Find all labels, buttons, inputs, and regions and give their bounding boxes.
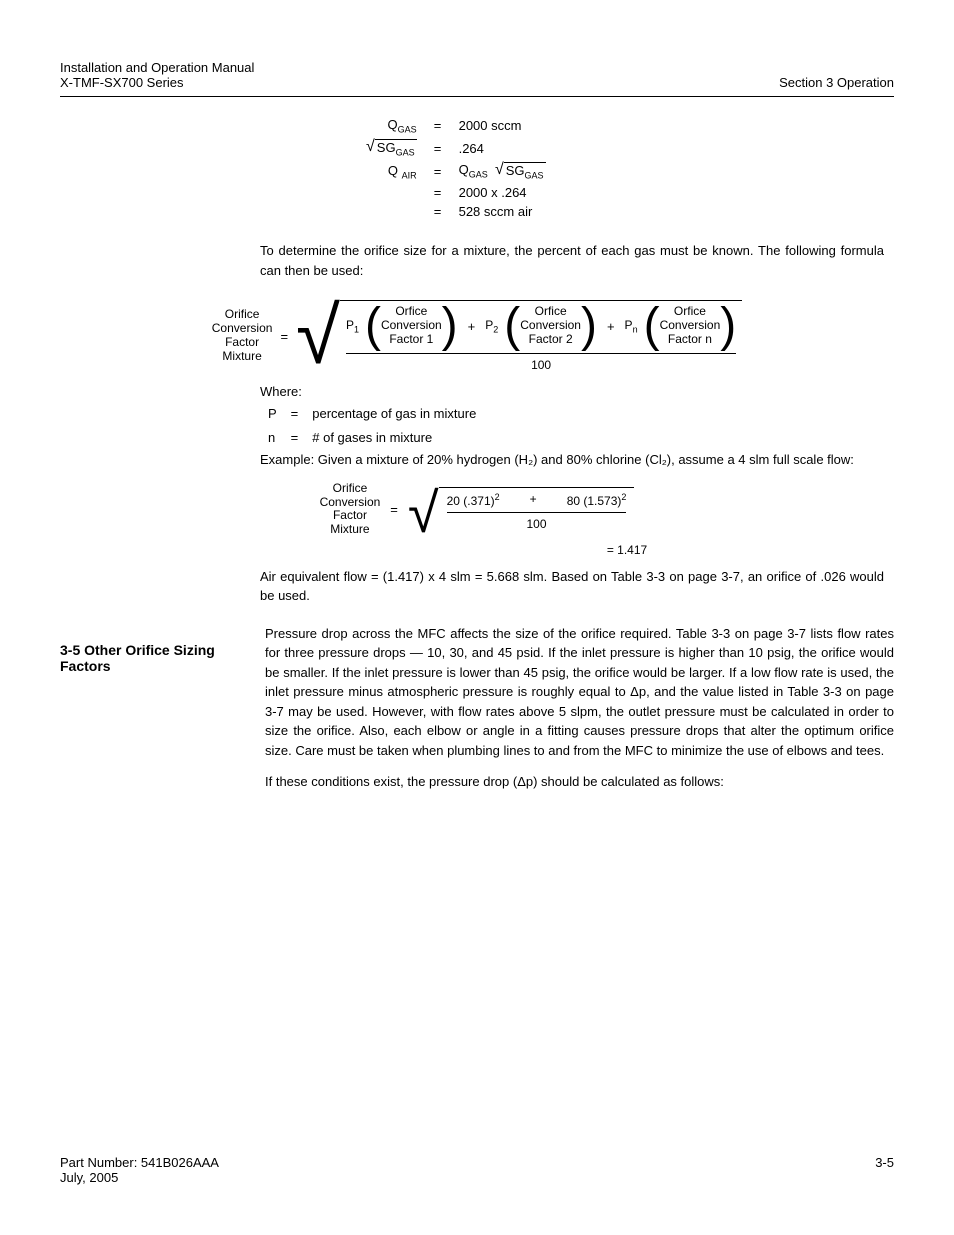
numeric-result: = 1.417	[360, 543, 894, 557]
header-right: Section 3 Operation	[779, 75, 894, 90]
para-air-equivalent: Air equivalent flow = (1.417) x 4 slm = …	[260, 567, 884, 606]
where-sym-1: n	[262, 427, 283, 449]
header-left: Installation and Operation Manual X-TMF-…	[60, 60, 254, 90]
equals-sign: =	[280, 329, 288, 344]
section2-p1: Pressure drop across the MFC affects the…	[265, 624, 894, 761]
formula-numeric-example: Orifice Conversion Factor Mixture = √ 20…	[60, 482, 894, 537]
eq1-r0: 2000 sccm	[453, 115, 552, 137]
formula-orifice-mixture: Orifice Conversion Factor Mixture = √ P1…	[60, 300, 894, 371]
page-header: Installation and Operation Manual X-TMF-…	[60, 60, 894, 96]
example-lead: Example: Given a mixture of 20% hydrogen…	[260, 450, 884, 470]
eq1-r1: .264	[453, 137, 552, 160]
section2-p2: If these conditions exist, the pressure …	[265, 772, 894, 792]
formula-denominator: 100	[531, 354, 551, 372]
eq1-r4: 528 sccm air	[453, 202, 552, 221]
radical-surd-icon: √	[296, 308, 340, 379]
where-def-0: percentage of gas in mixture	[306, 403, 482, 425]
radical-surd-icon: √	[408, 493, 439, 537]
para-mixture-intro: To determine the orifice size for a mixt…	[260, 241, 884, 280]
header-left-sub: X-TMF-SX700 Series	[60, 75, 254, 90]
page-footer: Part Number: 541B026AAA July, 2005 3-5	[60, 1155, 894, 1185]
footer-date: July, 2005	[60, 1170, 219, 1185]
where-block: Where: P = percentage of gas in mixture …	[260, 382, 894, 451]
header-left-main: Installation and Operation Manual	[60, 60, 254, 75]
section-3-5: 3-5 Other Orifice Sizing Factors Pressur…	[60, 624, 894, 804]
footer-page-number: 3-5	[875, 1155, 894, 1185]
eq1-r3: 2000 x .264	[453, 183, 552, 202]
formula-radical: √ P1 ( Orfice Conversion Factor 1 ) +	[296, 300, 742, 371]
where-def-1: # of gases in mixture	[306, 427, 482, 449]
formula-lhs-stack: Orifice Conversion Factor Mixture	[212, 308, 273, 363]
where-sym-0: P	[262, 403, 283, 425]
section-title-3-5: 3-5 Other Orifice Sizing Factors	[60, 642, 245, 674]
header-rule	[60, 96, 894, 97]
page-root: Installation and Operation Manual X-TMF-…	[0, 0, 954, 1235]
footer-part-number: Part Number: 541B026AAA	[60, 1155, 219, 1170]
equation-block-qgas: QGAS = 2000 sccm √SGGAS = .264 Q AIR = Q…	[360, 115, 552, 221]
